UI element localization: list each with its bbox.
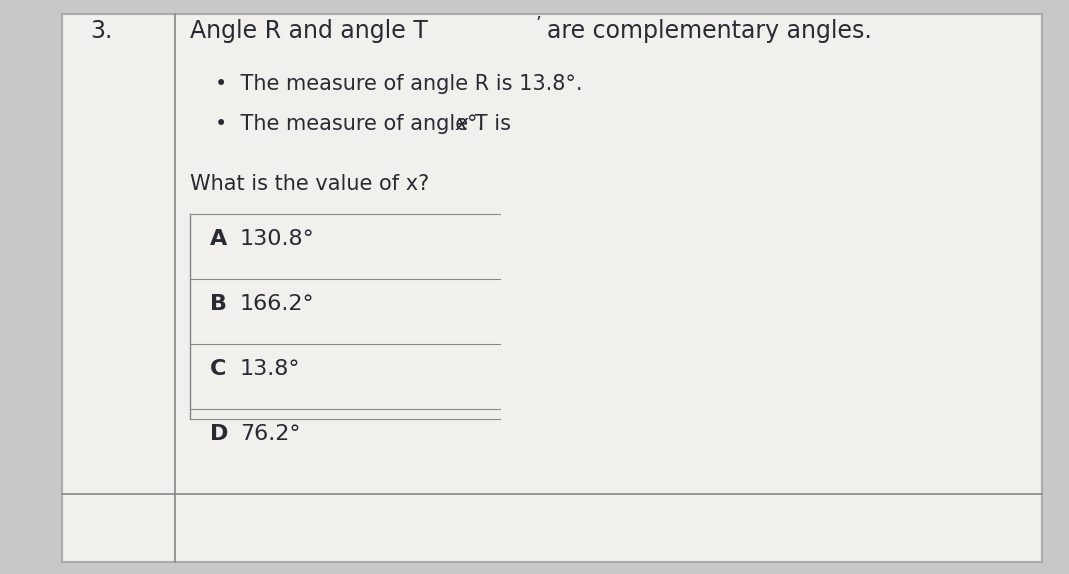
Text: 76.2°: 76.2°	[241, 424, 300, 444]
Text: B: B	[210, 294, 227, 314]
Text: •  The measure of angle R is 13.8°.: • The measure of angle R is 13.8°.	[215, 74, 583, 94]
Text: °.: °.	[467, 114, 484, 134]
Text: are complementary angles.: are complementary angles.	[547, 19, 871, 43]
Text: x: x	[455, 114, 468, 134]
Text: 130.8°: 130.8°	[241, 229, 314, 249]
Text: 3.: 3.	[90, 19, 112, 43]
Text: 166.2°: 166.2°	[241, 294, 314, 314]
Text: 13.8°: 13.8°	[241, 359, 300, 379]
Text: What is the value of x?: What is the value of x?	[190, 174, 430, 194]
Text: C: C	[210, 359, 227, 379]
Text: ʼ: ʼ	[534, 15, 541, 33]
Text: D: D	[210, 424, 229, 444]
Text: •  The measure of angle T is: • The measure of angle T is	[215, 114, 517, 134]
Text: Angle R and angle T: Angle R and angle T	[190, 19, 428, 43]
Text: A: A	[210, 229, 228, 249]
FancyBboxPatch shape	[62, 14, 1042, 562]
